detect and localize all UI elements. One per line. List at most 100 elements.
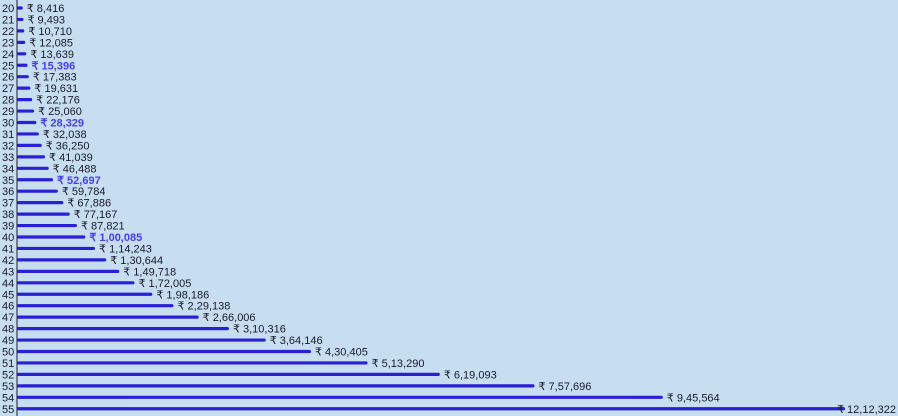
- age-tick-label: 21: [2, 14, 14, 26]
- bar: [17, 281, 135, 285]
- bar: [17, 361, 368, 365]
- age-tick-label: 32: [2, 140, 14, 152]
- bar-value-label: ₹ 67,886: [67, 198, 111, 210]
- bar: [17, 407, 845, 411]
- age-tick-label: 39: [2, 221, 14, 233]
- bar: [17, 223, 77, 228]
- age-tick-label: 28: [2, 95, 14, 107]
- bar-value-label: ₹ 9,493: [27, 14, 65, 26]
- bar-value-label: ₹ 36,250: [46, 140, 90, 152]
- age-tick-label: 27: [2, 83, 14, 95]
- bar: [17, 189, 58, 193]
- age-tick-label: 23: [2, 37, 14, 49]
- bar-value-label: ₹ 10,710: [28, 26, 72, 38]
- age-tick-label: 31: [2, 129, 14, 141]
- age-tick-label: 38: [2, 209, 14, 221]
- bar-value-label: ₹ 59,784: [62, 186, 106, 198]
- bar-value-label: ₹ 15,396: [32, 60, 76, 72]
- age-tick-label: 50: [2, 347, 14, 359]
- bar-value-label: ₹ 1,72,005: [138, 278, 191, 290]
- bar-value-label: ₹ 12,12,322: [837, 404, 896, 416]
- age-tick-label: 37: [2, 198, 14, 210]
- age-tick-label: 52: [2, 369, 14, 381]
- age-tick-label: 40: [2, 232, 14, 244]
- age-tick-label: 29: [2, 106, 14, 118]
- age-tick-label: 47: [2, 312, 14, 324]
- age-tick-label: 43: [2, 266, 14, 278]
- bar: [17, 292, 153, 296]
- age-tick-label: 36: [2, 186, 14, 198]
- bar-value-label: ₹ 1,30,644: [110, 255, 163, 267]
- bar: [17, 143, 42, 147]
- bar-value-label: ₹ 1,49,718: [123, 266, 176, 278]
- bar: [17, 52, 27, 56]
- bar: [17, 155, 46, 159]
- bar-value-label: ₹ 12,085: [29, 37, 73, 49]
- bar-value-label: ₹ 52,697: [57, 175, 101, 187]
- bar: [17, 86, 31, 90]
- bar-value-label: ₹ 19,631: [34, 83, 78, 95]
- bar: [17, 75, 29, 79]
- bar-value-label: ₹ 22,176: [36, 95, 80, 107]
- bar-value-label: ₹ 9,45,564: [667, 392, 720, 404]
- age-tick-label: 44: [2, 278, 14, 290]
- age-tick-label: 30: [2, 118, 14, 130]
- bar: [17, 395, 663, 399]
- bar: [17, 40, 26, 44]
- bar-value-label: ₹ 1,14,243: [99, 243, 152, 255]
- bar-value-label: ₹ 46,488: [53, 163, 97, 175]
- bar-value-label: ₹ 13,639: [30, 49, 74, 61]
- age-tick-label: 46: [2, 301, 14, 313]
- bar-value-label: ₹ 6,19,093: [444, 369, 497, 381]
- bar: [17, 327, 229, 331]
- bar: [17, 246, 96, 251]
- bar: [17, 132, 39, 136]
- bar-value-label: ₹ 41,039: [49, 152, 93, 164]
- age-tick-label: 24: [2, 49, 14, 61]
- age-tick-label: 34: [2, 163, 14, 175]
- age-tick-label: 42: [2, 255, 14, 267]
- bar-value-label: ₹ 8,416: [27, 3, 65, 15]
- age-tick-label: 41: [2, 243, 14, 255]
- age-tick-label: 35: [2, 175, 14, 187]
- bar: [17, 201, 64, 205]
- bar-value-label: ₹ 87,821: [81, 221, 125, 233]
- bar: [17, 98, 33, 102]
- age-tick-label: 51: [2, 358, 14, 370]
- bar: [17, 235, 86, 239]
- bar: [17, 304, 174, 308]
- bar: [17, 6, 23, 10]
- age-tick-label: 45: [2, 289, 14, 301]
- bar: [17, 269, 120, 273]
- bar: [17, 315, 199, 319]
- bar: [17, 384, 535, 388]
- bar-value-label: ₹ 25,060: [38, 106, 82, 118]
- bar-value-label: ₹ 7,57,696: [538, 381, 591, 393]
- bar-value-label: ₹ 5,13,290: [372, 358, 425, 370]
- age-tick-label: 55: [2, 404, 14, 416]
- bar: [17, 258, 107, 262]
- bar-value-label: ₹ 17,383: [33, 72, 77, 84]
- bar: [17, 109, 35, 113]
- bar: [17, 212, 70, 216]
- age-tick-label: 49: [2, 335, 14, 347]
- bar-value-label: ₹ 32,038: [43, 129, 87, 141]
- age-tick-label: 26: [2, 72, 14, 84]
- bar-value-label: ₹ 4,30,405: [315, 347, 368, 359]
- bar: [17, 372, 440, 376]
- bar-value-label: ₹ 3,10,316: [233, 324, 286, 336]
- bar-value-label: ₹ 1,00,085: [89, 232, 142, 244]
- bar-value-label: ₹ 1,98,186: [156, 289, 209, 301]
- bar: [17, 63, 28, 67]
- bar: [17, 349, 311, 354]
- age-tick-label: 54: [2, 392, 14, 404]
- bar: [17, 338, 266, 342]
- age-tick-label: 20: [2, 3, 14, 15]
- bar-value-label: ₹ 77,167: [74, 209, 118, 221]
- bar: [17, 29, 25, 33]
- age-tick-label: 53: [2, 381, 14, 393]
- bar-value-label: ₹ 2,29,138: [177, 301, 230, 313]
- bar: [17, 120, 37, 125]
- age-tick-label: 25: [2, 60, 14, 72]
- age-tick-label: 22: [2, 26, 14, 38]
